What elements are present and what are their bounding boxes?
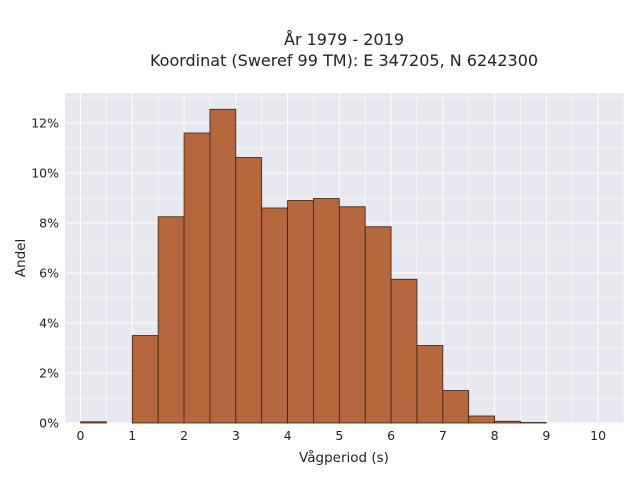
- x-tick-label: 7: [439, 428, 447, 443]
- y-tick-label: 0%: [39, 416, 59, 431]
- x-tick-label: 0: [77, 428, 85, 443]
- y-tick-label: 6%: [39, 266, 59, 281]
- x-tick-label: 6: [387, 428, 395, 443]
- histogram-bar: [80, 421, 107, 424]
- histogram-bar: [416, 345, 444, 424]
- x-tick-label: 10: [590, 428, 606, 443]
- histogram-bar: [157, 216, 185, 424]
- histogram-bar: [183, 132, 211, 424]
- histogram-bar: [338, 206, 366, 424]
- histogram-bar: [209, 108, 237, 424]
- y-tick-label: 4%: [39, 316, 59, 331]
- y-tick-label: 8%: [39, 216, 59, 231]
- x-tick-label: 2: [180, 428, 188, 443]
- x-tick-label: 3: [232, 428, 240, 443]
- chart-title-line1: År 1979 - 2019: [284, 30, 404, 49]
- chart-title-line2: Koordinat (Sweref 99 TM): E 347205, N 62…: [150, 51, 538, 70]
- histogram-bar: [390, 278, 418, 424]
- histogram-bar: [313, 198, 340, 424]
- x-tick-label: 5: [335, 428, 343, 443]
- y-tick-label: 10%: [31, 166, 59, 181]
- y-tick-labels: 0% 2% 4% 6% 8% 10% 12%: [31, 116, 59, 431]
- x-tick-label: 1: [128, 428, 136, 443]
- bars: [80, 108, 547, 424]
- x-tick-label: 9: [542, 428, 550, 443]
- histogram-bar: [442, 390, 470, 424]
- histogram-bar: [520, 422, 547, 424]
- histogram-bar: [261, 207, 288, 424]
- x-axis-label: Vågperiod (s): [299, 449, 389, 466]
- y-tick-label: 2%: [39, 366, 59, 381]
- y-tick-label: 12%: [31, 116, 59, 131]
- histogram-bar: [468, 415, 496, 424]
- x-tick-labels: 0 1 2 3 4 5 6 7 8 9 10: [77, 428, 607, 443]
- histogram-bar: [287, 200, 314, 424]
- x-tick-label: 4: [284, 428, 292, 443]
- histogram-bar: [364, 226, 392, 424]
- histogram-bar: [494, 420, 521, 424]
- y-axis-label: Andel: [13, 239, 29, 277]
- x-tick-label: 8: [491, 428, 499, 443]
- histogram-bar: [235, 157, 263, 424]
- histogram-bar: [131, 335, 159, 424]
